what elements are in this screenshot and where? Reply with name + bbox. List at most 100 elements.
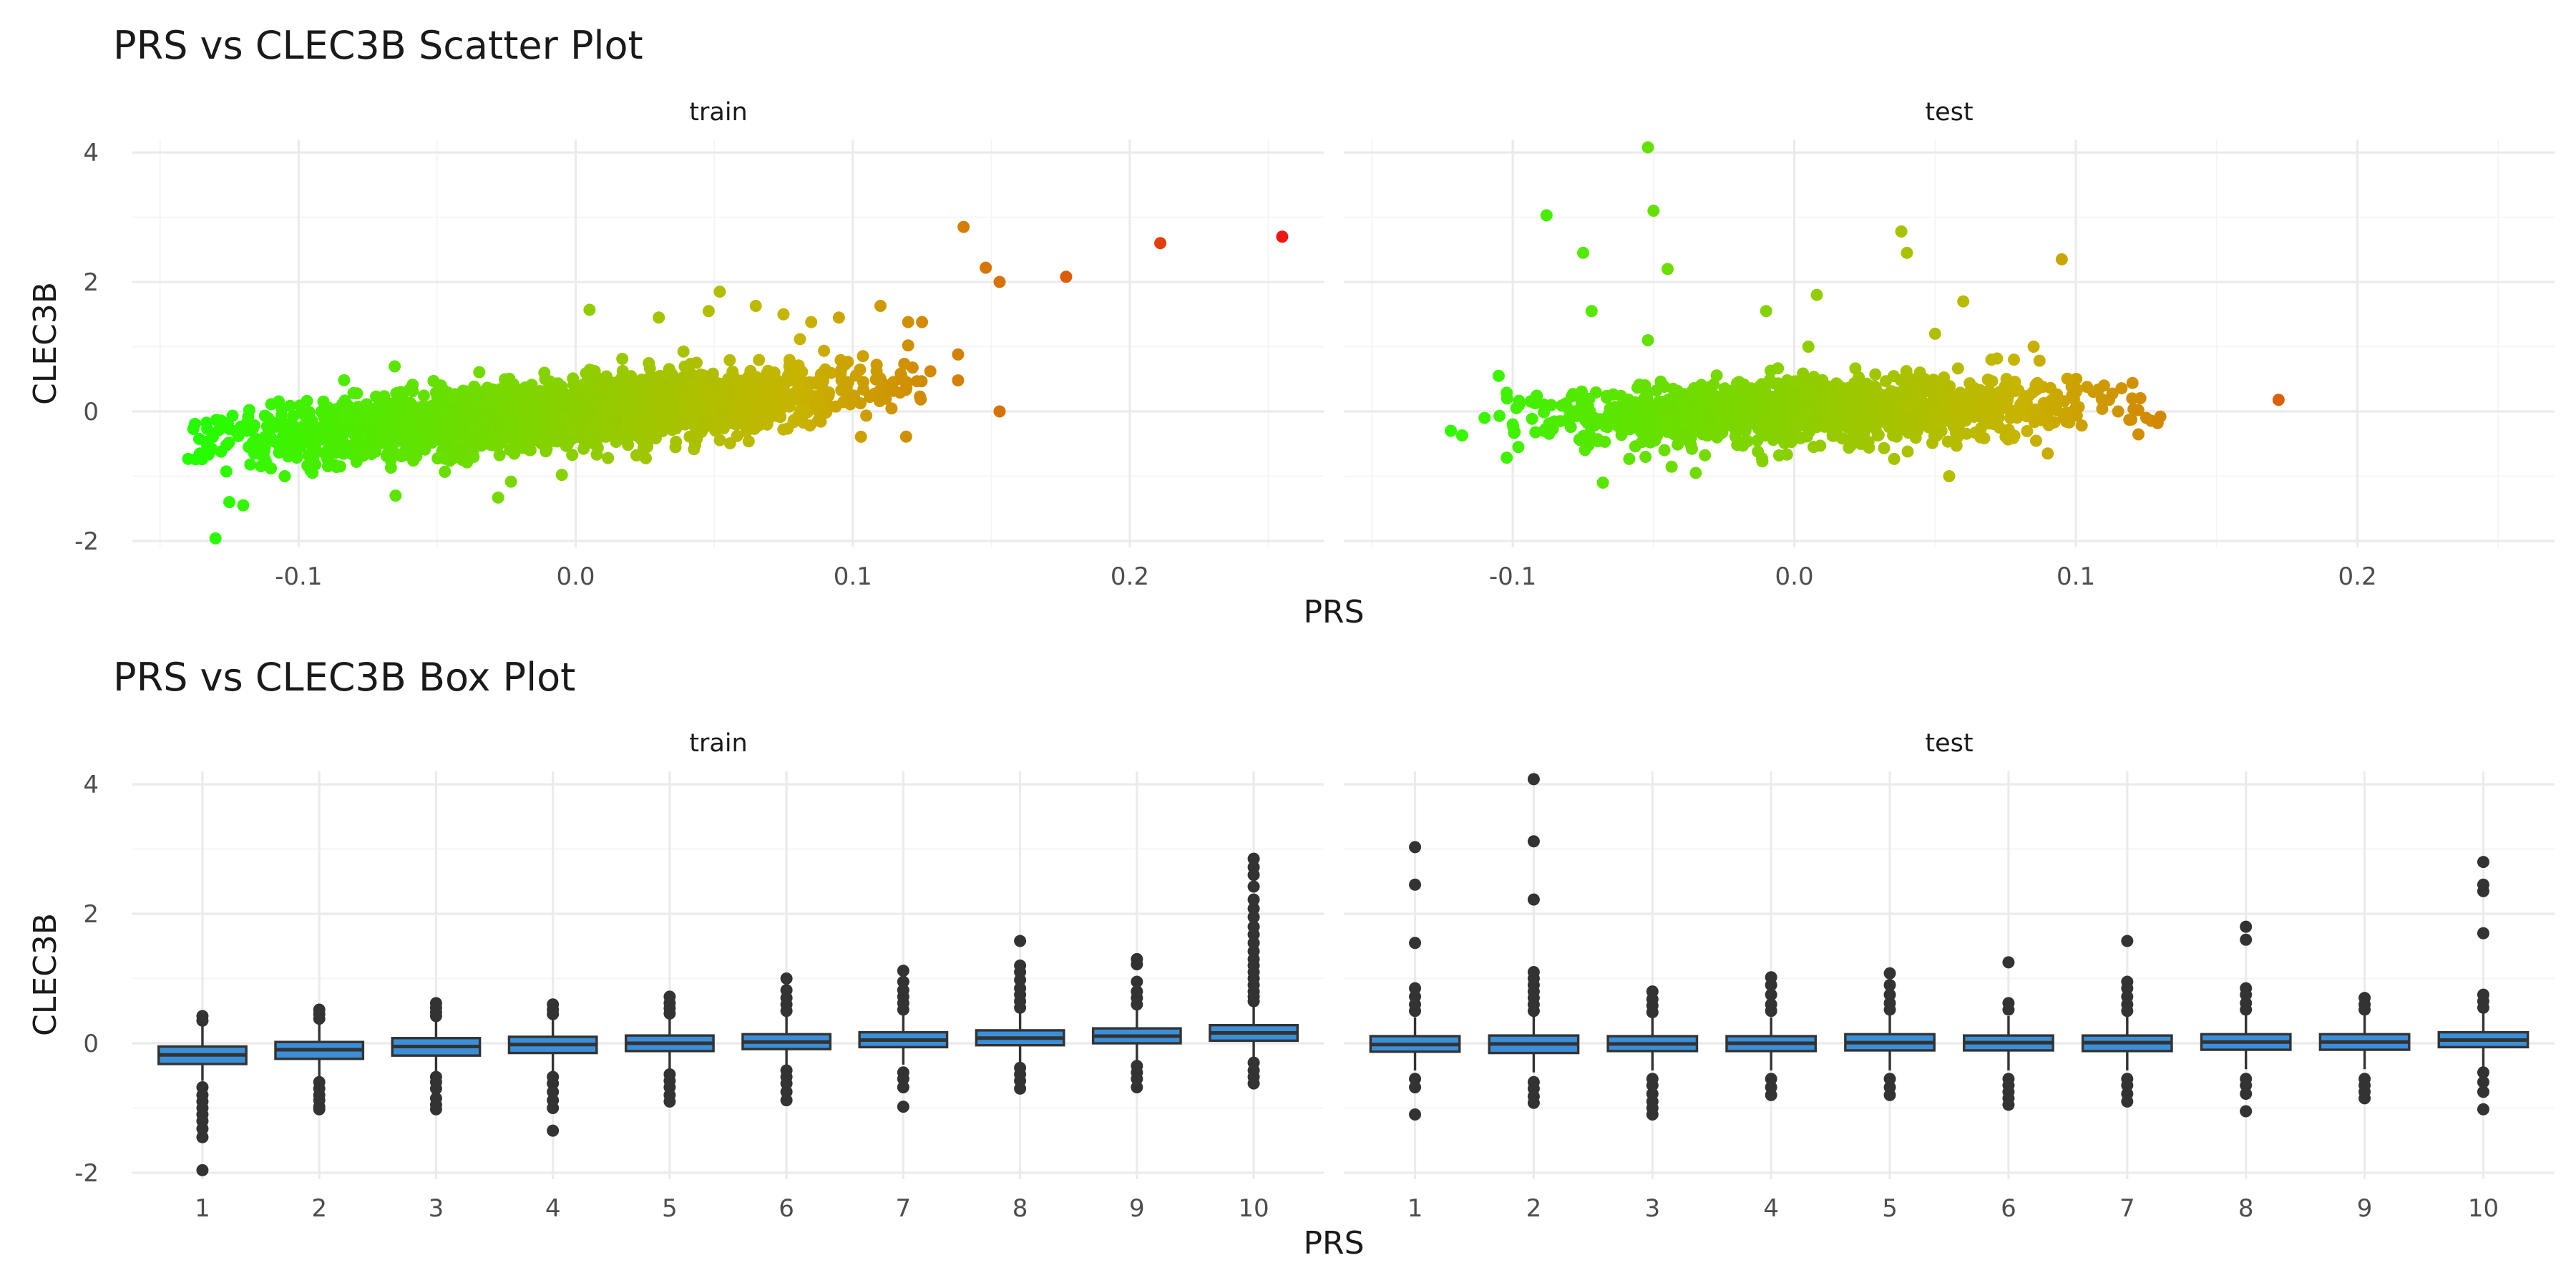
scatter-point bbox=[490, 394, 503, 407]
scatter-point bbox=[860, 409, 873, 422]
box-outlier bbox=[1247, 902, 1260, 915]
box-outlier bbox=[1409, 937, 1422, 950]
scatter-point bbox=[244, 458, 257, 471]
scatter-point bbox=[432, 409, 445, 422]
box-outlier bbox=[2240, 1088, 2253, 1101]
box-outlier bbox=[897, 1073, 909, 1085]
scatter-point bbox=[1750, 405, 1763, 418]
scatter-point bbox=[885, 402, 898, 415]
box-outlier bbox=[429, 1103, 442, 1116]
box-outlier bbox=[897, 984, 909, 997]
scatter-point bbox=[603, 396, 616, 409]
scatter-point bbox=[351, 437, 364, 450]
scatter-point bbox=[895, 371, 908, 384]
scatter-point bbox=[902, 316, 914, 328]
scatter-point bbox=[626, 395, 639, 408]
scatter-point bbox=[957, 220, 970, 233]
scatter-point bbox=[2060, 415, 2073, 428]
scatter-point bbox=[824, 366, 837, 379]
scatter-y-tick-label: 4 bbox=[83, 139, 99, 167]
scatter-point bbox=[1679, 429, 1692, 441]
box-x-tick-label: 3 bbox=[429, 1194, 444, 1223]
scatter-point bbox=[306, 467, 319, 479]
scatter-point bbox=[914, 390, 927, 403]
scatter-point bbox=[869, 373, 882, 386]
box-strip-test: test bbox=[1925, 729, 1973, 758]
scatter-point bbox=[566, 425, 578, 438]
scatter-point bbox=[526, 433, 539, 446]
scatter-point bbox=[894, 386, 907, 399]
box-x-tick-label: 9 bbox=[1129, 1194, 1145, 1223]
scatter-point bbox=[635, 425, 648, 438]
scatter-point bbox=[752, 419, 765, 431]
box-outlier bbox=[2240, 1079, 2253, 1092]
box-outlier bbox=[1883, 997, 1896, 1010]
scatter-point bbox=[716, 407, 728, 420]
scatter-point bbox=[749, 300, 762, 313]
scatter-point bbox=[503, 372, 516, 385]
box-x-tick-label: 5 bbox=[662, 1194, 678, 1223]
scatter-point bbox=[387, 409, 400, 421]
scatter-point bbox=[2008, 429, 2021, 442]
scatter-point bbox=[1512, 441, 1525, 454]
scatter-point bbox=[1624, 423, 1636, 436]
scatter-point bbox=[223, 423, 235, 435]
scatter-axes: -0.1 0.0 0.1 0.2 -0.1 0.0 0.1 0.2 -2 0 2 4 bbox=[74, 139, 2377, 591]
scatter-point bbox=[1545, 399, 1558, 411]
scatter-point bbox=[372, 401, 385, 414]
scatter-point bbox=[1583, 392, 1596, 405]
scatter-point bbox=[864, 391, 876, 404]
box-outlier bbox=[313, 1003, 326, 1016]
scatter-point bbox=[566, 449, 579, 462]
scatter-point bbox=[2029, 379, 2042, 391]
scatter-point bbox=[668, 388, 680, 401]
box-outlier bbox=[1409, 878, 1422, 891]
scatter-point bbox=[568, 393, 581, 406]
scatter-point bbox=[1756, 455, 1769, 468]
scatter-point bbox=[493, 449, 506, 462]
box-outlier bbox=[2240, 933, 2253, 946]
box-outlier bbox=[780, 1085, 793, 1098]
scatter-point bbox=[2069, 386, 2082, 399]
box-outlier bbox=[1646, 1079, 1659, 1092]
box-outlier bbox=[1014, 982, 1027, 995]
scatter-point bbox=[1888, 394, 1901, 407]
box-outlier bbox=[780, 984, 793, 997]
box-outlier bbox=[429, 1082, 442, 1095]
scatter-point bbox=[2008, 353, 2021, 366]
scatter-point bbox=[1576, 246, 1589, 259]
scatter-point bbox=[581, 374, 594, 386]
scatter-point bbox=[1938, 371, 1951, 384]
scatter-point bbox=[546, 413, 559, 426]
scatter-point bbox=[2033, 354, 2046, 367]
scatter-point bbox=[1856, 409, 1869, 422]
scatter-point bbox=[444, 454, 457, 467]
scatter-point bbox=[2140, 411, 2152, 424]
scatter-point bbox=[1529, 426, 1542, 439]
scatter-point bbox=[1729, 425, 1742, 438]
scatter-y-tick-label: -2 bbox=[74, 527, 99, 556]
scatter-point bbox=[874, 300, 887, 313]
scatter-point bbox=[902, 339, 914, 352]
box-outlier bbox=[1131, 985, 1143, 998]
box-outlier bbox=[1247, 1077, 1260, 1090]
scatter-point bbox=[346, 426, 358, 439]
scatter-point bbox=[301, 394, 313, 407]
scatter-point bbox=[1526, 412, 1538, 425]
scatter-point bbox=[1721, 390, 1734, 403]
scatter-point bbox=[595, 406, 608, 419]
scatter-point bbox=[980, 261, 992, 274]
scatter-point bbox=[440, 440, 453, 453]
scatter-point bbox=[1639, 379, 1652, 391]
scatter-point bbox=[268, 435, 280, 448]
scatter-point bbox=[1909, 386, 1921, 399]
box-outlier bbox=[1409, 982, 1422, 995]
scatter-point bbox=[547, 426, 560, 439]
scatter-point bbox=[717, 422, 730, 435]
scatter-point bbox=[924, 365, 937, 378]
scatter-point bbox=[1890, 430, 1903, 443]
scatter-point bbox=[1577, 411, 1590, 424]
scatter-point bbox=[494, 383, 507, 396]
scatter-point bbox=[1855, 379, 1868, 392]
